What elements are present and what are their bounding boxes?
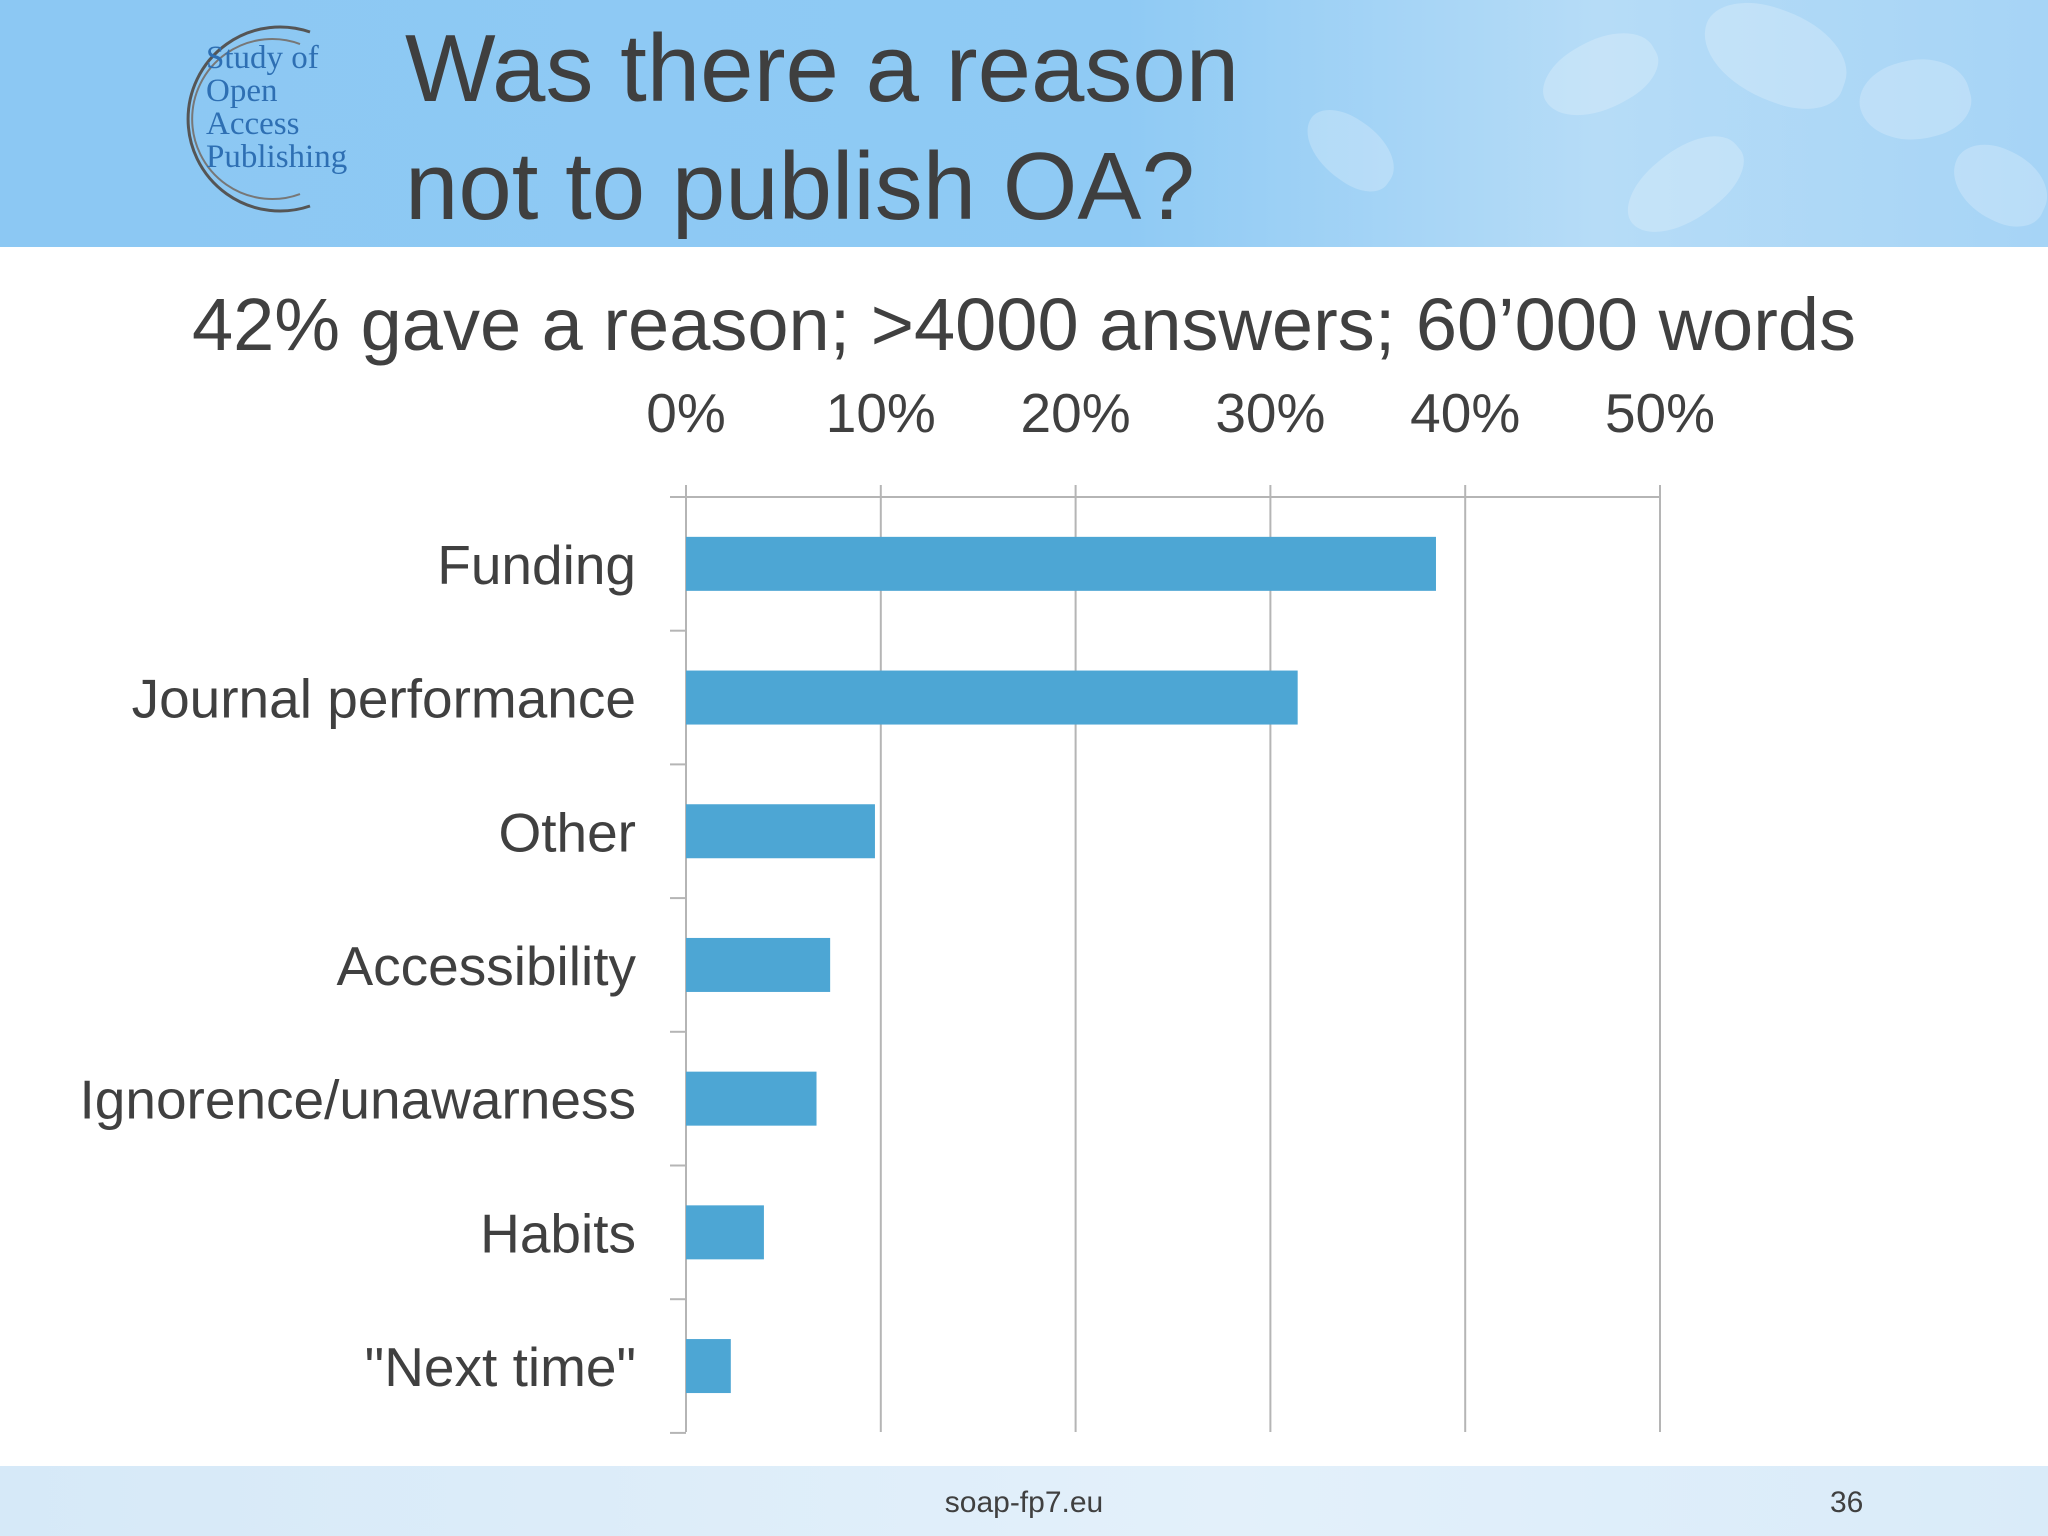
bar-chart: 0% 10% 20% 30% 40% 50% Funding Journal performa…: [80, 382, 1715, 1434]
bar: [686, 1339, 731, 1394]
slide-number: 36: [1830, 1486, 1864, 1519]
category-label: Journal performance: [132, 668, 636, 730]
soap-logo-icon: [186, 25, 311, 213]
category-label: Accessibility: [336, 935, 636, 997]
bar: [686, 937, 831, 992]
logo-line: Publishing: [206, 139, 348, 175]
logo-line: Open: [206, 73, 278, 109]
slide-header: [0, 0, 2048, 247]
x-tick-label: 20%: [1021, 382, 1131, 444]
logo-line: Access: [206, 106, 300, 142]
slide-footer: [0, 1466, 2048, 1536]
bar: [686, 804, 875, 859]
x-tick-label: 0%: [646, 382, 726, 444]
x-tick-label: 10%: [826, 382, 936, 444]
x-tick-label: 30%: [1215, 382, 1325, 444]
title-line-1: Was there a reason: [405, 15, 1240, 122]
category-label: Habits: [480, 1202, 636, 1264]
bar: [686, 1071, 817, 1126]
slide-title: Was there a reason not to publish OA?: [405, 10, 1239, 246]
x-tick-label: 50%: [1605, 382, 1715, 444]
bar: [686, 536, 1436, 591]
category-label: Funding: [437, 534, 636, 596]
footer-url: soap-fp7.eu: [944, 1486, 1104, 1519]
category-label: Ignorence/unawarness: [80, 1069, 636, 1131]
x-tick-label: 40%: [1410, 382, 1520, 444]
category-label: "Next time": [365, 1336, 636, 1398]
category-label: Other: [498, 801, 636, 863]
bar: [686, 1205, 764, 1260]
logo-line: Study of: [206, 40, 319, 76]
logo-wordmark: Study of Open Access Publishing: [206, 42, 347, 174]
title-line-2: not to publish OA?: [405, 133, 1195, 240]
slide-subtitle: 42% gave a reason; >4000 answers; 60’000…: [191, 283, 1857, 366]
bar: [686, 670, 1298, 725]
